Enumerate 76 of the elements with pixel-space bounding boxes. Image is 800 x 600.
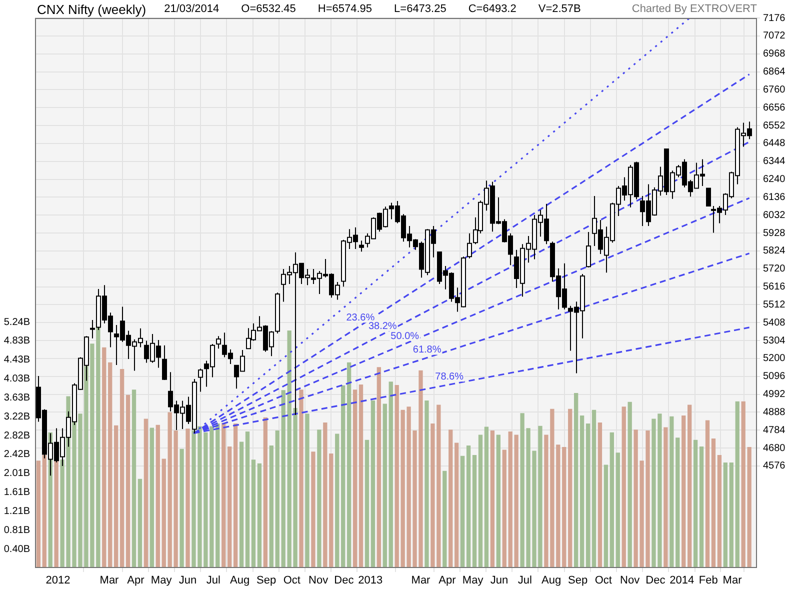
y-tick-label: 4888	[763, 406, 786, 418]
y-tick-label: 6240	[763, 174, 786, 186]
text: 21/03/2014	[164, 3, 220, 15]
x-tick-label: Apr	[438, 574, 456, 587]
y2-tick-label: 1.21B	[4, 506, 30, 517]
x-tick-label: Feb	[698, 574, 718, 587]
y-tick-label: 6656	[763, 102, 786, 114]
x-tick-label: Apr	[127, 574, 145, 587]
y-tick-label: 7072	[763, 30, 786, 42]
y-tick-label: 5200	[763, 353, 786, 364]
y2-tick-label: 2.82B	[4, 430, 30, 442]
x-tick-label: Sep	[256, 574, 276, 587]
x-tick-label: Oct	[283, 574, 300, 587]
x-tick-label: Mar	[722, 574, 742, 587]
y2-tick-label: 5.24B	[4, 316, 30, 328]
y-tick-label: 6968	[763, 48, 786, 60]
x-tick-label: Mar	[411, 574, 431, 587]
y2-tick-label: 4.83B	[4, 336, 30, 347]
text: Charted By EXTROVERT	[632, 3, 757, 15]
y-tick-label: 6864	[763, 66, 786, 78]
x-tick-label: Dec	[646, 574, 666, 587]
x-tick-label: Jun	[178, 574, 197, 587]
y-tick-label: 5408	[763, 317, 786, 328]
y2-tick-label: 0.40B	[4, 544, 30, 555]
series-label: 61.8%	[412, 344, 442, 356]
series-label: 78.6%	[435, 372, 464, 383]
y-tick-label: 7176	[763, 12, 786, 24]
y2-tick-label: 1.61B	[4, 487, 30, 498]
y2-tick-label: 3.22B	[4, 411, 30, 422]
y-tick-label: 5824	[763, 246, 786, 257]
text: V=2.57B	[538, 3, 581, 15]
series-label: 50.0%	[390, 330, 420, 342]
y2-tick-label: 3.63B	[4, 392, 30, 404]
text: H=6574.95	[318, 3, 372, 15]
y-tick-label: 6032	[763, 210, 786, 221]
text: O=6532.45	[241, 3, 296, 15]
x-tick-label: Nov	[308, 574, 329, 587]
text: C=6493.2	[468, 3, 516, 15]
y-tick-label: 6552	[763, 120, 786, 132]
y-tick-label: 4784	[763, 424, 786, 436]
x-tick-label: May	[150, 574, 172, 587]
chart-title: CNX Nifty (weekly)	[37, 2, 146, 16]
y2-tick-label: 0.81B	[4, 524, 30, 536]
y-tick-label: 6136	[763, 192, 786, 203]
y-tick-label: 5720	[763, 264, 786, 275]
x-tick-label: May	[462, 574, 484, 587]
y-tick-label: 4576	[763, 460, 786, 472]
x-tick-label: Jul	[206, 574, 220, 587]
x-tick-label: 2012	[46, 574, 70, 587]
y-tick-label: 6760	[763, 84, 786, 96]
y-tick-label: 5096	[763, 371, 786, 382]
y2-tick-label: 4.43B	[4, 354, 30, 366]
x-tick-label: Mar	[100, 574, 120, 587]
y2-tick-label: 4.03B	[4, 374, 30, 385]
x-tick-label: Nov	[620, 574, 640, 587]
y-tick-label: 5928	[763, 228, 786, 239]
y-tick-label: 6448	[763, 138, 786, 150]
x-tick-label: Dec	[334, 574, 354, 587]
series-label: 38.2%	[368, 321, 397, 332]
y2-tick-label: 2.01B	[4, 468, 30, 480]
y-tick-label: 4680	[763, 442, 786, 454]
x-tick-label: Aug	[230, 574, 250, 587]
x-tick-label: 2014	[670, 574, 694, 587]
x-tick-label: Sep	[568, 574, 588, 587]
y-tick-label: 5304	[763, 335, 786, 346]
y-tick-label: 4992	[763, 389, 786, 400]
text: L=6473.25	[394, 3, 446, 15]
x-tick-label: Jul	[518, 574, 532, 587]
y-tick-label: 5616	[763, 282, 786, 293]
y-tick-label: 6344	[763, 156, 786, 168]
x-tick-label: Aug	[542, 574, 562, 587]
y2-tick-label: 2.42B	[4, 449, 30, 460]
x-tick-label: Oct	[594, 574, 612, 587]
y-tick-label: 5512	[763, 299, 786, 310]
x-tick-label: Jun	[490, 574, 508, 587]
x-tick-label: 2013	[358, 574, 383, 587]
